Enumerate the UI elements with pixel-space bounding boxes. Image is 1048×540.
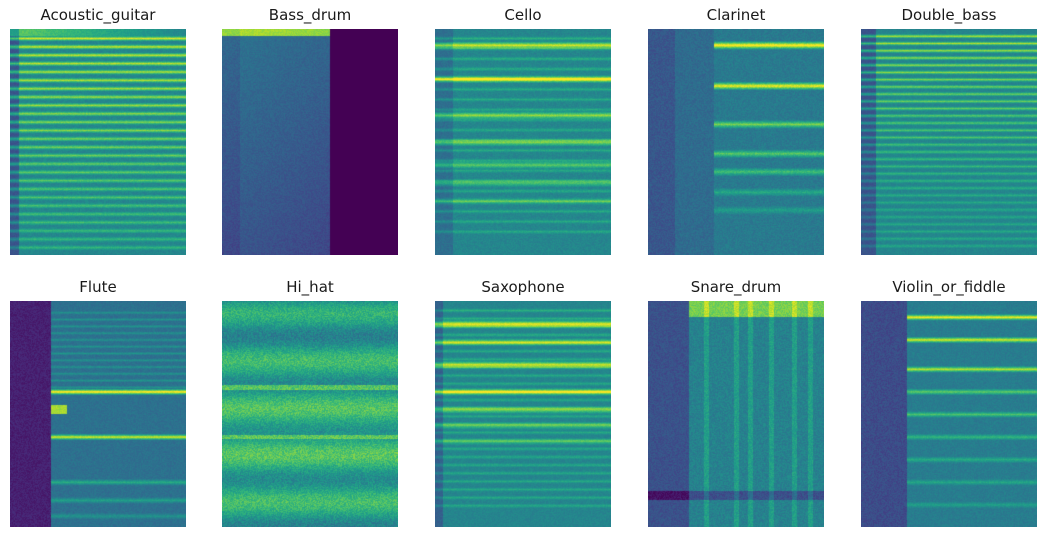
panel-saxophone: Saxophone bbox=[435, 272, 611, 532]
panel-cello: Cello bbox=[435, 0, 611, 260]
panel-title: Bass_drum bbox=[268, 6, 352, 24]
panel-title: Cello bbox=[504, 6, 542, 24]
spectrogram-image bbox=[861, 301, 1037, 527]
panel-double-bass: Double_bass bbox=[861, 0, 1037, 260]
panel-acoustic-guitar: Acoustic_guitar bbox=[10, 0, 186, 260]
panel-hi-hat: Hi_hat bbox=[222, 272, 398, 532]
panel-title: Flute bbox=[79, 278, 117, 296]
panel-title: Violin_or_fiddle bbox=[892, 278, 1006, 296]
spectrogram-image bbox=[222, 301, 398, 527]
panel-title: Double_bass bbox=[901, 6, 997, 24]
panel-title: Hi_hat bbox=[286, 278, 334, 296]
spectrogram-image bbox=[10, 29, 186, 255]
panel-bass-drum: Bass_drum bbox=[222, 0, 398, 260]
panel-snare-drum: Snare_drum bbox=[648, 272, 824, 532]
panel-flute: Flute bbox=[10, 272, 186, 532]
spectrogram-image bbox=[10, 301, 186, 527]
spectrogram-image bbox=[648, 29, 824, 255]
panel-violin-or-fiddle: Violin_or_fiddle bbox=[861, 272, 1037, 532]
spectrogram-image bbox=[648, 301, 824, 527]
panel-title: Acoustic_guitar bbox=[40, 6, 156, 24]
spectrogram-image bbox=[435, 29, 611, 255]
panel-title: Snare_drum bbox=[690, 278, 782, 296]
spectrogram-image bbox=[861, 29, 1037, 255]
panel-title: Clarinet bbox=[706, 6, 766, 24]
spectrogram-image bbox=[222, 29, 398, 255]
spectrogram-image bbox=[435, 301, 611, 527]
panel-title: Saxophone bbox=[481, 278, 565, 296]
panel-clarinet: Clarinet bbox=[648, 0, 824, 260]
